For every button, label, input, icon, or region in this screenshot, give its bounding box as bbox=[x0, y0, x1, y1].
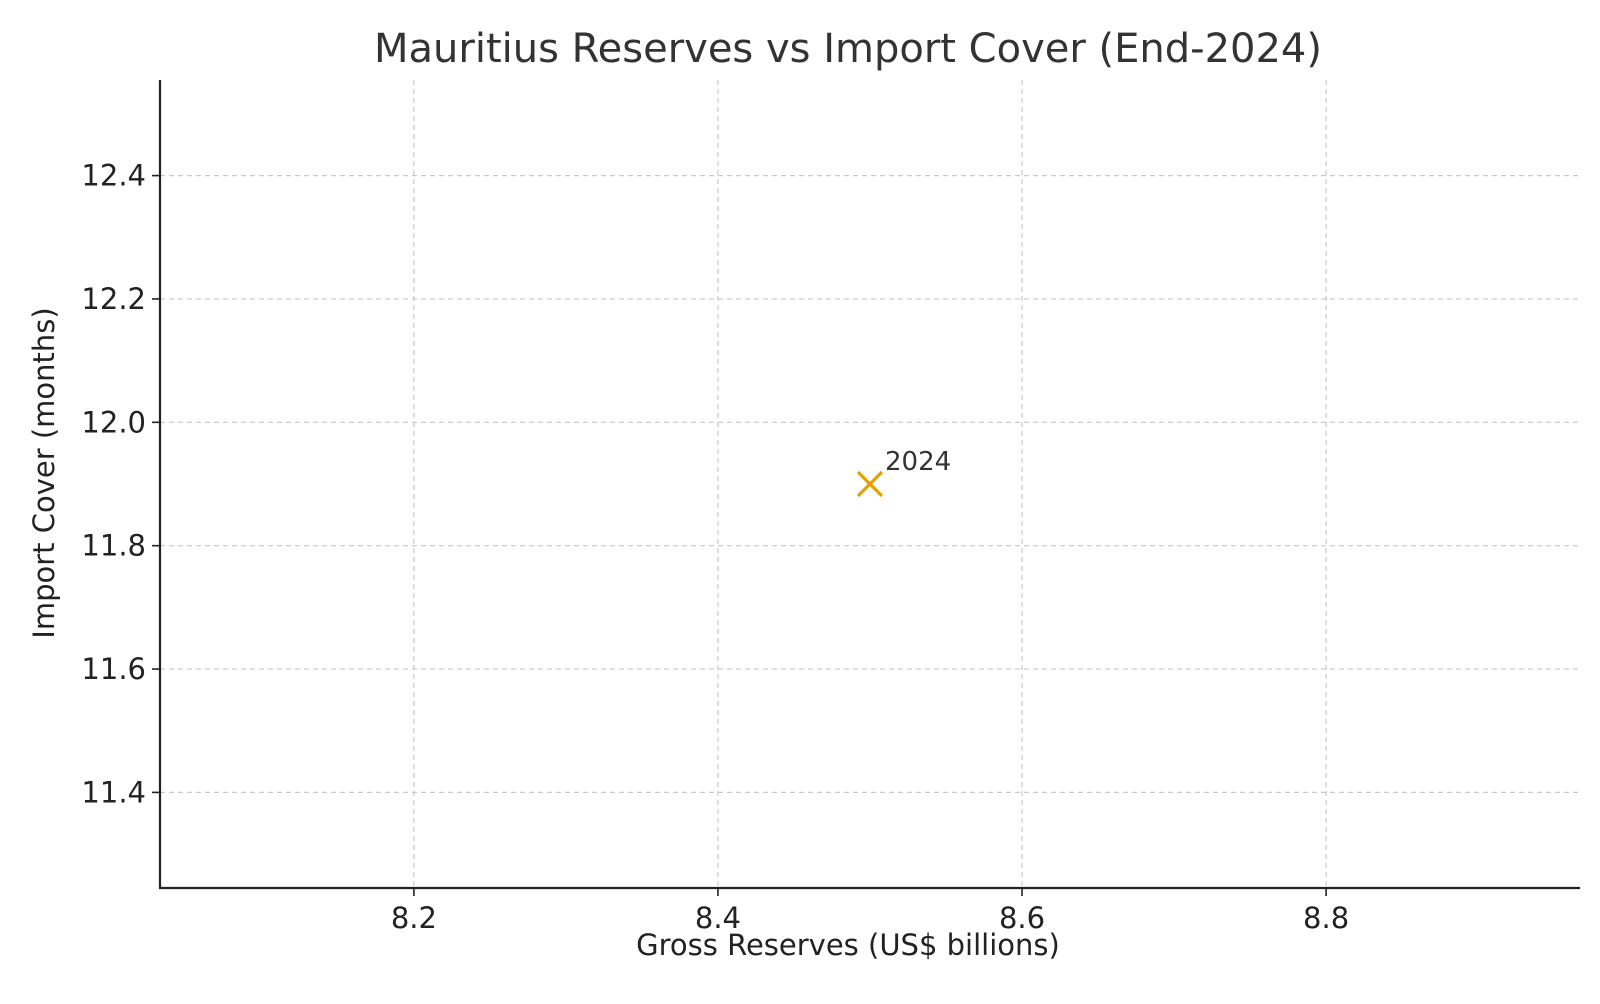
y-tick-label: 12.2 bbox=[81, 282, 146, 316]
y-tick-label: 11.8 bbox=[81, 529, 146, 563]
data-point-marker bbox=[856, 470, 884, 498]
y-axis-label: Import Cover (months) bbox=[27, 307, 61, 638]
data-points: 2024 bbox=[856, 447, 951, 498]
ticks: 8.2 8.4 8.6 8.8 11.4 11.6 11.8 12.0 12.2 12.4 bbox=[81, 159, 1349, 935]
x-tick-label: 8.4 bbox=[695, 901, 741, 935]
x-tick-label: 8.6 bbox=[999, 901, 1045, 935]
grid bbox=[160, 80, 1580, 888]
x-axis-label: Gross Reserves (US$ billions) bbox=[636, 928, 1060, 962]
chart-title: Mauritius Reserves vs Import Cover (End-… bbox=[374, 26, 1322, 72]
y-tick-label: 12.0 bbox=[81, 405, 146, 439]
x-tick-label: 8.8 bbox=[1303, 901, 1349, 935]
y-tick-label: 12.4 bbox=[81, 159, 146, 193]
y-tick-label: 11.4 bbox=[81, 775, 146, 809]
y-tick-label: 11.6 bbox=[81, 652, 146, 686]
axes bbox=[158, 80, 1580, 890]
point-annotation: 2024 bbox=[885, 447, 951, 477]
marker-stroke bbox=[856, 470, 884, 498]
x-tick-label: 8.2 bbox=[391, 901, 437, 935]
